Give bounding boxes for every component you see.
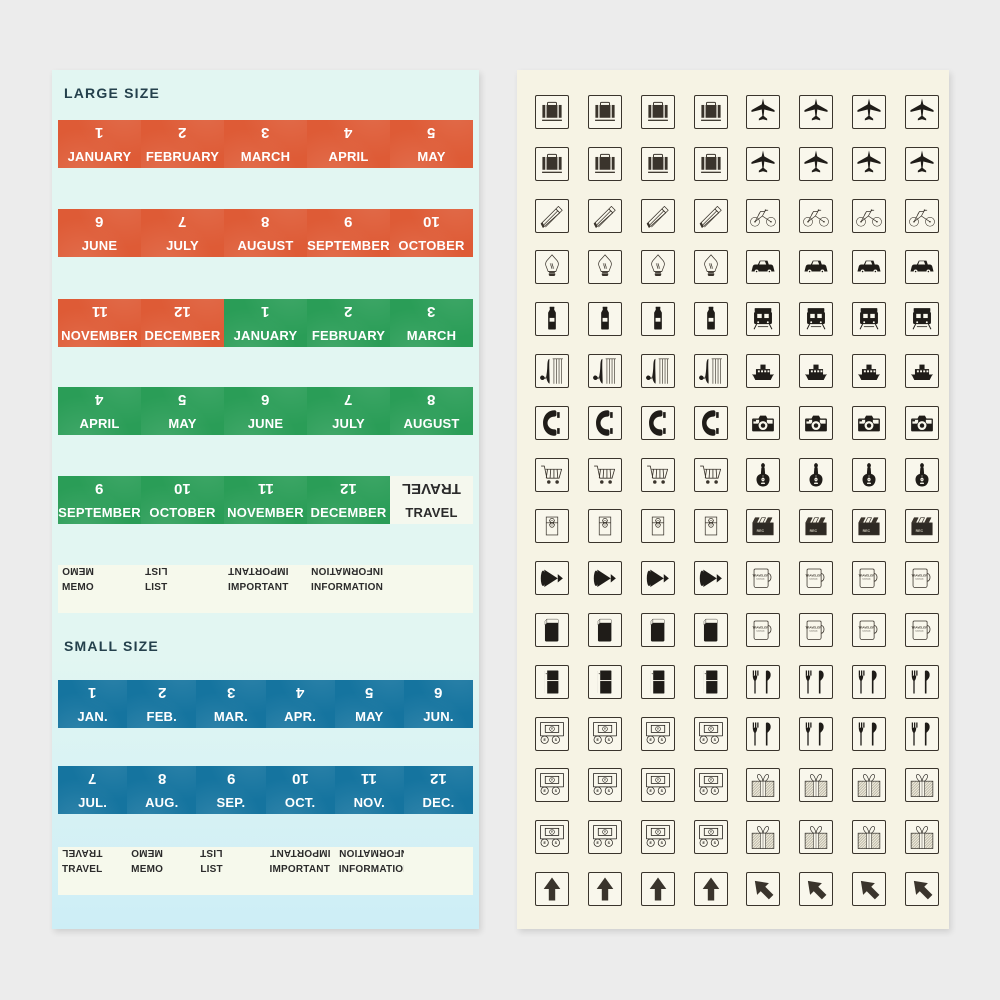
svg-text:notebook: notebook	[915, 578, 925, 581]
svg-text:E: E	[596, 841, 599, 845]
svg-text:TRAVELER: TRAVELER	[859, 574, 876, 578]
svg-text:TRAVELER: TRAVELER	[911, 626, 928, 630]
svg-text:TRAVELER: TRAVELER	[859, 626, 876, 630]
svg-text:TRAVELER: TRAVELER	[753, 626, 770, 630]
svg-text:S: S	[608, 790, 611, 794]
svg-text:REC: REC	[863, 529, 871, 533]
svg-text:TRAVELER: TRAVELER	[753, 574, 770, 578]
svg-text:E: E	[649, 790, 652, 794]
svg-text:S: S	[555, 738, 558, 742]
svg-text:TRAVELER: TRAVELER	[911, 574, 928, 578]
svg-text:E: E	[649, 841, 652, 845]
svg-text:E: E	[649, 738, 652, 742]
svg-text:E: E	[543, 790, 546, 794]
svg-text:E: E	[702, 841, 705, 845]
svg-text:S: S	[608, 738, 611, 742]
svg-text:TRAVELER: TRAVELER	[806, 574, 823, 578]
svg-text:E: E	[702, 790, 705, 794]
svg-text:S: S	[660, 790, 663, 794]
svg-text:E: E	[596, 738, 599, 742]
svg-text:E: E	[596, 790, 599, 794]
svg-text:notebook: notebook	[862, 630, 872, 633]
svg-text:notebook: notebook	[862, 578, 872, 581]
svg-text:S: S	[608, 841, 611, 845]
svg-text:S: S	[555, 790, 558, 794]
svg-text:E: E	[543, 841, 546, 845]
svg-text:REC: REC	[916, 529, 924, 533]
svg-text:notebook: notebook	[915, 630, 925, 633]
svg-text:S: S	[660, 738, 663, 742]
svg-text:notebook: notebook	[757, 578, 767, 581]
svg-text:notebook: notebook	[757, 630, 767, 633]
svg-text:S: S	[713, 841, 716, 845]
svg-text:REC: REC	[810, 529, 818, 533]
svg-text:TRAVELER: TRAVELER	[806, 626, 823, 630]
svg-text:E: E	[543, 738, 546, 742]
svg-text:S: S	[713, 790, 716, 794]
svg-text:S: S	[713, 738, 716, 742]
svg-text:E: E	[702, 738, 705, 742]
svg-text:S: S	[555, 841, 558, 845]
svg-text:REC: REC	[757, 529, 765, 533]
svg-text:S: S	[660, 841, 663, 845]
svg-text:notebook: notebook	[809, 630, 819, 633]
svg-text:notebook: notebook	[809, 578, 819, 581]
